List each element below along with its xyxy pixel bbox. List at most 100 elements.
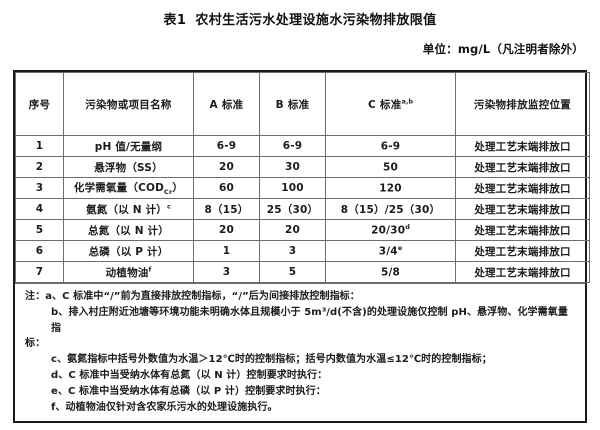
header-label: B 标准 — [275, 98, 310, 111]
cell-no: 4 — [15, 198, 64, 220]
table-header-row: 序号 污染物或项目名称 A 标准 B 标准 C 标准a,b 污染物排放监控位置 — [15, 72, 590, 136]
limits-table-container: 序号 污染物或项目名称 A 标准 B 标准 C 标准a,b 污染物排放监控位置 … — [13, 70, 590, 424]
table-row: 1 pH 值/无量纲 6-9 6-9 6-9 处理工艺末端排放口 — [15, 135, 590, 157]
cell-standard-c: 50 — [325, 156, 456, 178]
cell-standard-b: 100 — [259, 177, 326, 199]
note-text: f、动植物油仅针对含农家乐污水的处理设施执行。 — [51, 401, 278, 413]
cell-no: 1 — [15, 135, 64, 157]
cell-standard-b: 25（30） — [259, 198, 326, 220]
pollutant-name: 悬浮物（SS） — [94, 161, 163, 174]
pollutant-name-tail: ） — [172, 181, 184, 194]
cell-monitor-position: 处理工艺末端排放口 — [455, 135, 590, 157]
column-header-standard-a: A 标准 — [193, 72, 260, 136]
note-text: c、氨氮指标中括号外数值为水温＞12℃时的控制指标；括号内数值为水温≤12℃时的… — [51, 354, 492, 366]
page-title: 表1 农村生活污水处理设施水污染物排放限值 — [0, 0, 600, 28]
pollutant-name: 氨氮（以 N 计） — [86, 203, 168, 216]
note-item: 注：a、C 标准中“/”前为直接排放控制指标，“/”后为间接排放控制指标： — [25, 289, 575, 305]
notes-prefix: 注： — [25, 291, 46, 302]
standard-c-value: 8（15）/25（30） — [340, 203, 441, 216]
note-item-continuation: 标： — [25, 336, 575, 352]
standard-c-value: 20/30 — [371, 224, 406, 237]
cell-standard-c: 3/4e — [325, 240, 456, 262]
table-row: 5 总氮（以 N 计） 20 20 20/30d 处理工艺末端排放口 — [15, 219, 590, 241]
note-text: 标： — [25, 338, 46, 350]
cell-standard-a: 6-9 — [193, 135, 260, 157]
cell-standard-c: 5/8 — [325, 261, 456, 283]
header-label: 污染物排放监控位置 — [473, 98, 572, 111]
footnote-mark: e — [397, 244, 403, 253]
cell-standard-c: 20/30d — [325, 219, 456, 241]
header-label: C 标准 — [367, 98, 402, 111]
cell-no: 7 — [15, 261, 64, 283]
footnote-mark: f — [148, 265, 152, 273]
cell-standard-a: 20 — [193, 219, 260, 241]
column-header-standard-b: B 标准 — [259, 72, 326, 136]
header-label: A 标准 — [209, 98, 244, 111]
table-row: 2 悬浮物（SS） 20 30 50 处理工艺末端排放口 — [15, 156, 590, 178]
cell-standard-b: 6-9 — [259, 135, 326, 157]
note-text: b、排入村庄附近池塘等环境功能未明确水体且规模小于 5m³/d(不含)的处理设施… — [51, 306, 568, 334]
column-header-standard-c: C 标准a,b — [325, 72, 456, 136]
pollutant-name: 总磷（以 P 计） — [88, 245, 169, 258]
note-text: a、C 标准中“/”前为直接排放控制指标，“/”后为间接排放控制指标： — [45, 291, 360, 302]
column-header-monitor-position: 污染物排放监控位置 — [455, 72, 590, 136]
footnote-mark: c — [167, 202, 171, 210]
unit-note: 单位：mg/L（凡注明者除外） — [422, 42, 584, 56]
cell-standard-c: 6-9 — [325, 135, 456, 157]
cell-standard-b: 30 — [259, 156, 326, 178]
pollutant-name: 化学需氧量（COD — [73, 181, 165, 194]
cell-monitor-position: 处理工艺末端排放口 — [455, 177, 590, 199]
standard-c-value: 50 — [382, 161, 398, 174]
column-header-no: 序号 — [15, 72, 64, 136]
table-notes: 注：a、C 标准中“/”前为直接排放控制指标，“/”后为间接排放控制指标： b、… — [15, 283, 585, 421]
table-title-text: 农村生活污水处理设施水污染物排放限值 — [195, 13, 437, 28]
table-row: 4 氨氮（以 N 计）c 8（15） 25（30） 8（15）/25（30） 处… — [15, 198, 590, 220]
note-item: c、氨氮指标中括号外数值为水温＞12℃时的控制指标；括号内数值为水温≤12℃时的… — [25, 352, 575, 368]
standard-c-value: 3/4 — [378, 245, 398, 258]
cell-standard-a: 20 — [193, 156, 260, 178]
standard-c-value: 120 — [379, 182, 402, 195]
cell-standard-a: 1 — [193, 240, 260, 262]
cell-monitor-position: 处理工艺末端排放口 — [455, 198, 590, 220]
cell-monitor-position: 处理工艺末端排放口 — [455, 261, 590, 283]
cell-monitor-position: 处理工艺末端排放口 — [455, 219, 590, 241]
pollutant-name: 总氮（以 N 计） — [88, 224, 169, 237]
header-label: 污染物或项目名称 — [85, 98, 172, 111]
cell-name: 总磷（以 P 计） — [63, 240, 194, 262]
note-text: e、C 标准中当受纳水体有总磷（以 P 计）控制要求时执行： — [51, 385, 326, 397]
footnote-mark: d — [405, 223, 410, 232]
note-text: d、C 标准中当受纳水体有总氮（以 N 计）控制要求时执行： — [51, 369, 328, 381]
cell-standard-b: 3 — [259, 240, 326, 262]
note-item: e、C 标准中当受纳水体有总磷（以 P 计）控制要求时执行： — [25, 384, 575, 400]
cell-no: 6 — [15, 240, 64, 262]
cell-standard-c: 8（15）/25（30） — [325, 198, 456, 220]
table-row: 6 总磷（以 P 计） 1 3 3/4e 处理工艺末端排放口 — [15, 240, 590, 262]
cell-monitor-position: 处理工艺末端排放口 — [455, 156, 590, 178]
cell-standard-a: 3 — [193, 261, 260, 283]
cell-name: 总氮（以 N 计） — [63, 219, 194, 241]
note-item: b、排入村庄附近池塘等环境功能未明确水体且规模小于 5m³/d(不含)的处理设施… — [25, 305, 575, 337]
chemical-subscript: Cr — [164, 188, 173, 197]
footnote-mark: a,b — [401, 97, 414, 105]
standard-c-value: 6-9 — [380, 140, 401, 153]
cell-name: 动植物油f — [63, 261, 194, 283]
table-row: 3 化学需氧量（CODCr） 60 100 120 处理工艺末端排放口 — [15, 177, 590, 199]
cell-standard-b: 5 — [259, 261, 326, 283]
cell-standard-c: 120 — [325, 177, 456, 199]
pollutant-name: pH 值/无量纲 — [94, 140, 163, 153]
standard-c-value: 5/8 — [380, 266, 401, 279]
header-label: 序号 — [28, 98, 51, 111]
cell-name: 化学需氧量（CODCr） — [63, 177, 194, 199]
pollutant-name: 动植物油 — [105, 266, 149, 279]
cell-name: pH 值/无量纲 — [63, 135, 194, 157]
cell-monitor-position: 处理工艺末端排放口 — [455, 240, 590, 262]
note-item: d、C 标准中当受纳水体有总氮（以 N 计）控制要求时执行： — [25, 368, 575, 384]
table-row: 7 动植物油f 3 5 5/8 处理工艺末端排放口 — [15, 261, 590, 283]
column-header-name: 污染物或项目名称 — [63, 72, 194, 136]
cell-name: 悬浮物（SS） — [63, 156, 194, 178]
cell-no: 5 — [15, 219, 64, 241]
cell-standard-a: 8（15） — [193, 198, 260, 220]
table-number: 表1 — [163, 13, 187, 28]
pollutant-limits-table: 序号 污染物或项目名称 A 标准 B 标准 C 标准a,b 污染物排放监控位置 … — [15, 72, 590, 283]
